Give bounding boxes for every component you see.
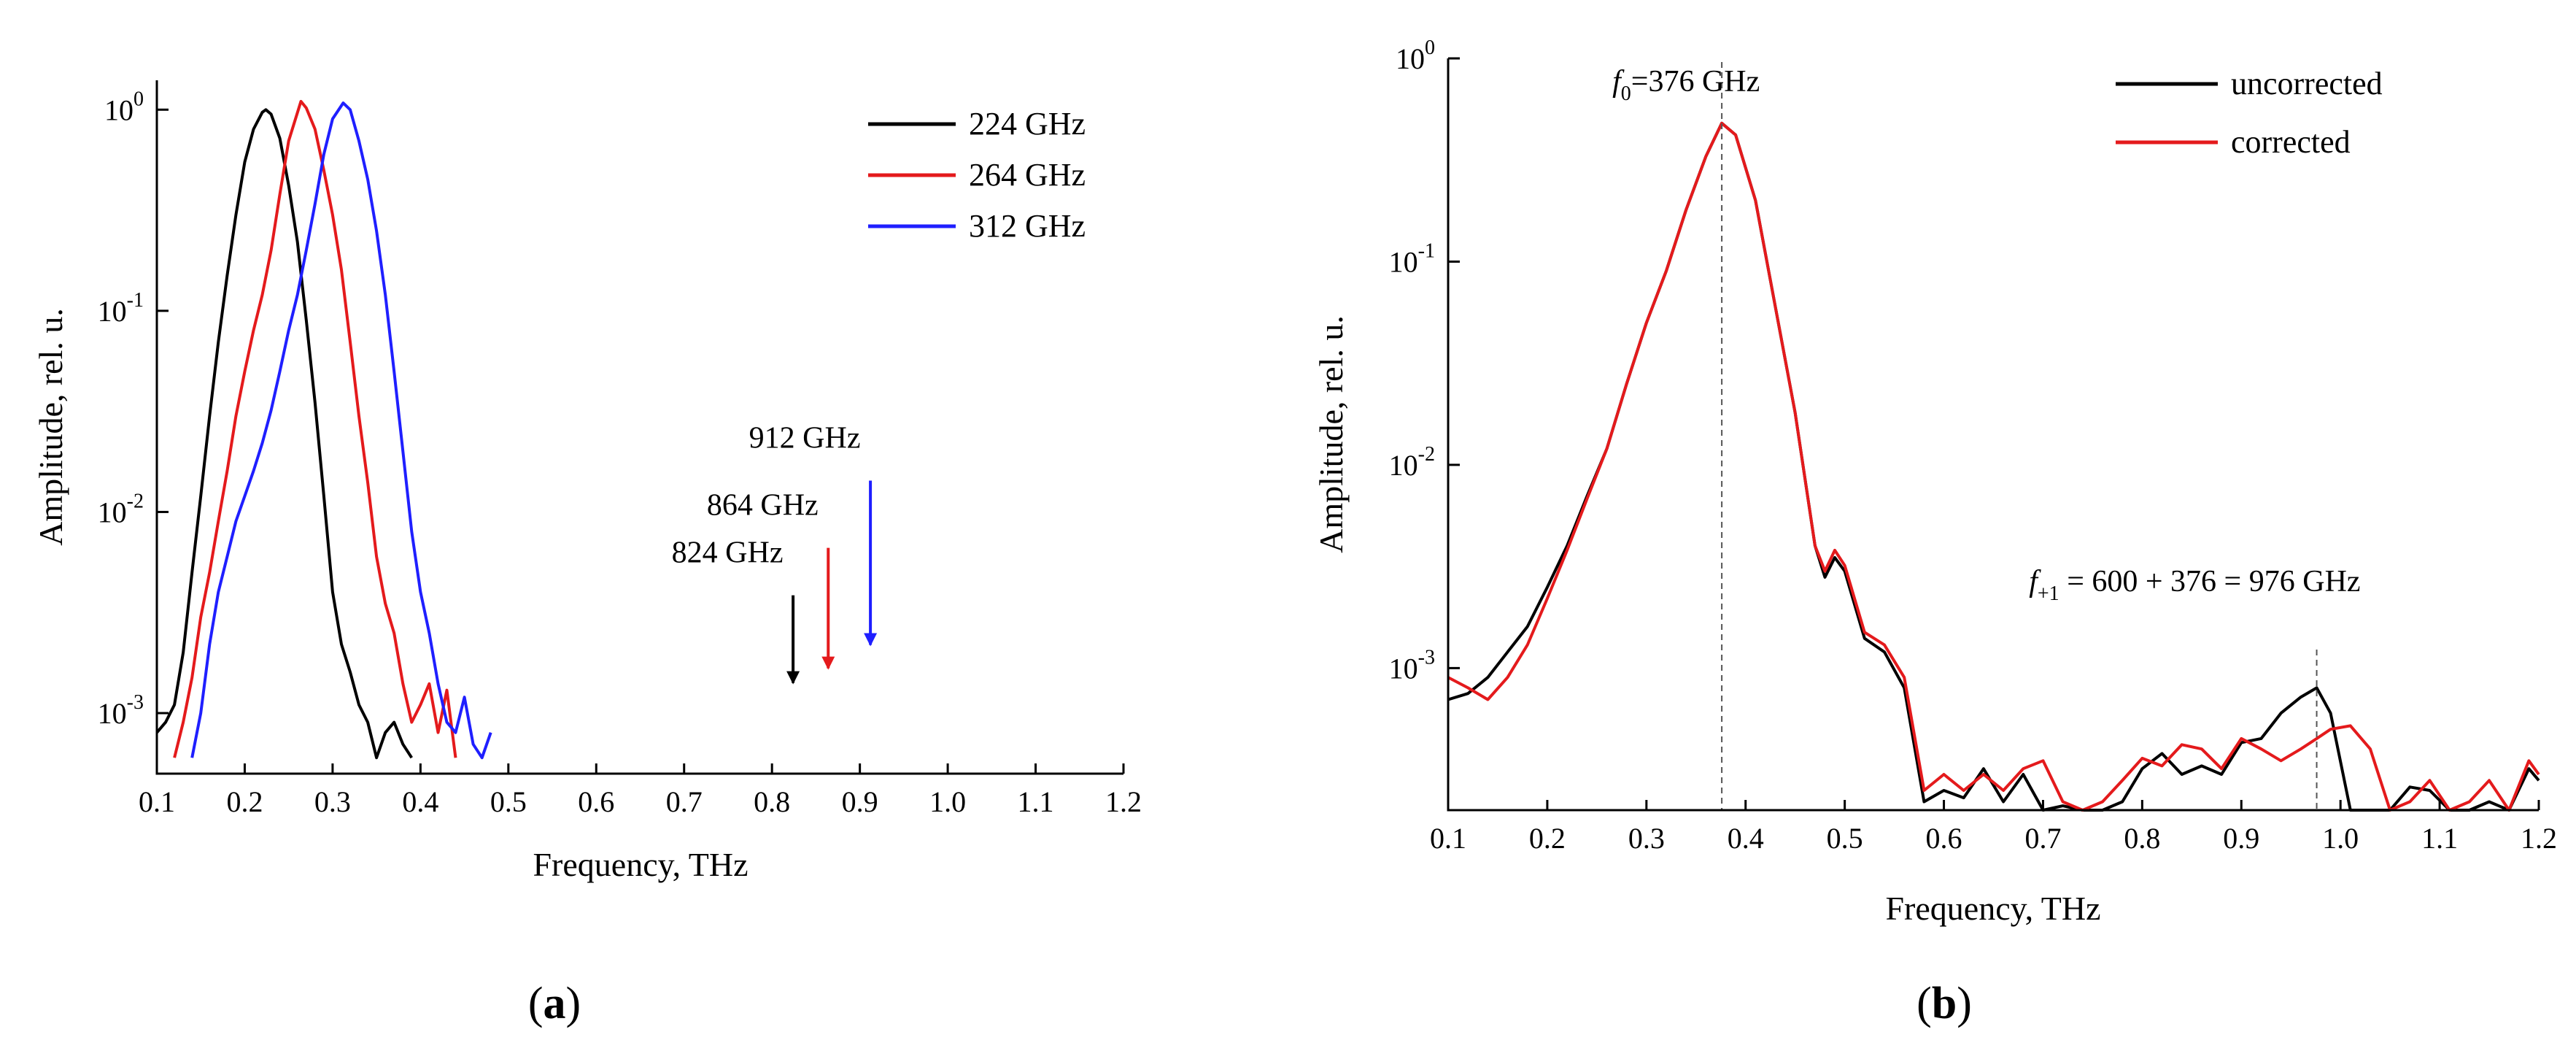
y-axis-label-b: Amplitude, rel. u.: [1312, 315, 1350, 553]
series-line-264-ghz: [173, 99, 457, 758]
annotation-arrowhead: [786, 671, 800, 685]
annotation-arrowhead: [864, 633, 878, 647]
legend-label: 264 GHz: [969, 157, 1086, 193]
x-tick-label: 0.5: [1827, 822, 1863, 855]
x-tick-label: 0.6: [578, 785, 614, 818]
legend-label: 224 GHz: [969, 106, 1086, 142]
legend-label: 312 GHz: [969, 208, 1086, 244]
legend-b: uncorrected corrected: [2116, 66, 2383, 160]
x-tick-label: 1.1: [2421, 822, 2458, 855]
panel-letter-b: b: [1932, 979, 1957, 1028]
panel-label-a: (a): [528, 979, 581, 1028]
x-tick-label: 0.7: [666, 785, 703, 818]
annotation-label: 824 GHz: [672, 536, 784, 570]
x-tick-label: 1.2: [1105, 785, 1142, 818]
legend-label: uncorrected: [2231, 66, 2383, 101]
y-tick-label: 10-3: [1389, 646, 1435, 685]
series-line-uncorrected: [1447, 121, 2540, 812]
annotation-label: f+1 = 600 + 376 = 976 GHz: [2029, 565, 2360, 605]
y-tick-label: 10-1: [1389, 239, 1435, 278]
x-tick-label: 0.1: [1430, 822, 1466, 855]
x-tick-label: 1.1: [1018, 785, 1054, 818]
y-tick-label: 10-1: [98, 289, 144, 328]
x-axis-label-b: Frequency, THz: [1885, 890, 2100, 927]
y-tick-label: 10-2: [98, 490, 144, 528]
x-tick-label: 0.8: [754, 785, 790, 818]
x-tick-label: 0.7: [2024, 822, 2061, 855]
chart-panel-a: 0.1 0.2 0.3 0.4 0.5 0.6 0.7 0.8 0.9 1.0 1.1 1.2 100 1…: [32, 80, 1142, 1028]
series-line-corrected: [1447, 121, 2540, 812]
panel-label-b: (b): [1916, 979, 1972, 1028]
legend-label: corrected: [2231, 124, 2351, 160]
y-tick-label: 100: [104, 88, 144, 126]
annotation-arrowhead: [821, 656, 835, 670]
y-tick-label: 10-2: [1389, 443, 1435, 482]
annotation-label: 912 GHz: [749, 422, 861, 455]
series-line-312-ghz: [190, 101, 492, 760]
axis-frame-a: [155, 80, 1123, 775]
series-line-224-ghz: [155, 108, 413, 760]
x-tick-label: 0.9: [2223, 822, 2259, 855]
x-tick-label: 0.4: [1728, 822, 1764, 855]
x-axis-label-a: Frequency, THz: [533, 846, 748, 883]
x-tick-label: 0.6: [1926, 822, 1962, 855]
annotation-label: f0=376 GHz: [1612, 65, 1760, 105]
y-axis-label-a: Amplitude, rel. u.: [32, 308, 69, 546]
x-tick-label: 0.3: [314, 785, 351, 818]
x-tick-label: 0.9: [842, 785, 878, 818]
chart-panel-b: 0.1 0.2 0.3 0.4 0.5 0.6 0.7 0.8 0.9 1.0 1.1 1.2 100 1…: [1312, 36, 2557, 1028]
x-tick-label: 1.2: [2521, 822, 2557, 855]
axis-frame-b: [1447, 58, 2539, 812]
x-tick-label: 0.5: [490, 785, 527, 818]
y-tick-label: 10-3: [98, 691, 144, 730]
legend-a: 224 GHz 264 GHz 312 GHz: [868, 106, 1086, 244]
x-tick-label: 0.3: [1628, 822, 1665, 855]
panel-letter-a: a: [544, 979, 566, 1028]
x-tick-label: 1.0: [2322, 822, 2359, 855]
x-tick-label: 0.1: [139, 785, 175, 818]
x-tick-label: 0.8: [2124, 822, 2160, 855]
x-tick-label: 0.2: [1529, 822, 1566, 855]
x-tick-label: 0.4: [402, 785, 438, 818]
annotation-label: 864 GHz: [707, 489, 819, 523]
x-tick-label: 1.0: [929, 785, 966, 818]
y-tick-label: 100: [1396, 36, 1435, 75]
x-tick-label: 0.2: [226, 785, 263, 818]
